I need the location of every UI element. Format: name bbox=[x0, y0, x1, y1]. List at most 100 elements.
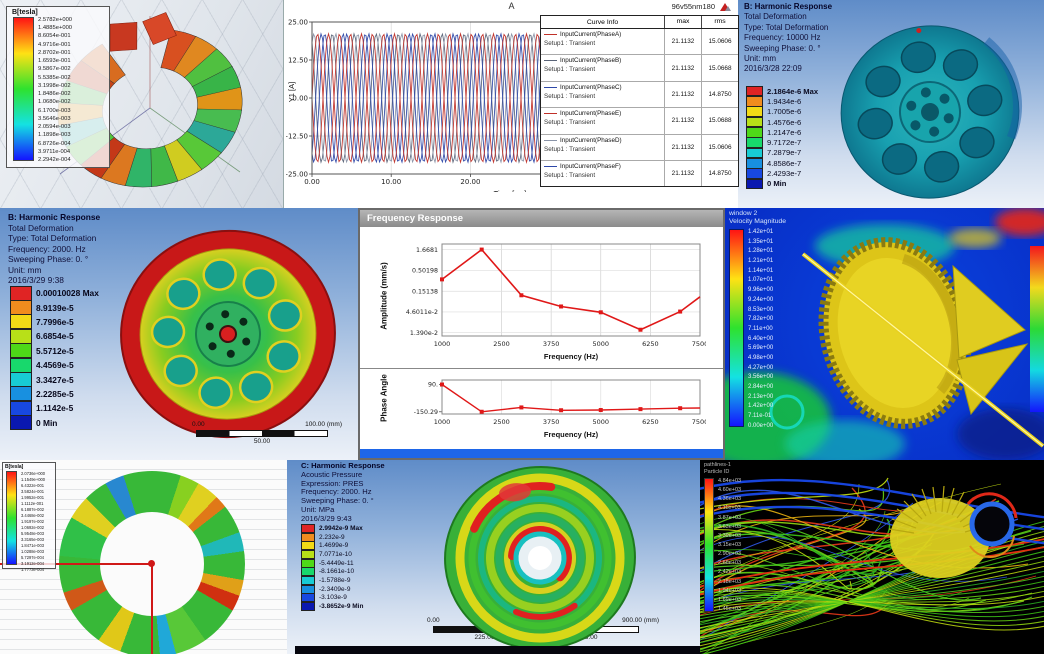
legend-value: 2.5782e+000 bbox=[38, 17, 73, 23]
x-axis-tick: 1000 bbox=[434, 340, 451, 348]
legend-value: 1.14e+01 bbox=[748, 267, 774, 274]
legend-title: window 2 bbox=[729, 210, 758, 217]
result-info-line: Type: Total Deformation bbox=[8, 233, 97, 243]
legend-color-chip bbox=[301, 558, 315, 568]
curve-setup: Setup1 : Transient bbox=[544, 40, 596, 47]
ruler-tick: 100.00 (mm) bbox=[305, 421, 342, 428]
legend-value: 2.13e+00 bbox=[748, 393, 774, 400]
ruler-tick: 225.00 bbox=[474, 634, 495, 641]
particle-id-legend: pathlines-1 Particle ID 4.84e+03 4.60e+03… bbox=[704, 462, 741, 612]
panel-pathlines: pathlines-1 Particle ID 4.84e+03 4.60e+03… bbox=[700, 460, 1044, 654]
y-axis-tick: 90. bbox=[428, 382, 438, 389]
legend-values: 2.0736e+000 1.1549e+000 6.4322e-001 3.5824e… bbox=[21, 471, 50, 573]
legend-value: 1.0680e-002 bbox=[38, 99, 71, 106]
legend-value: 9.5867e-002 bbox=[38, 66, 71, 73]
legend-value: 1.6593e-001 bbox=[38, 58, 71, 65]
ansoft-logo-icon bbox=[720, 3, 731, 11]
y-axis-tick: 0.15138 bbox=[412, 288, 438, 295]
legend-row: 7.0771e-10 bbox=[301, 549, 363, 559]
legend-subtitle: Velocity Magnitude bbox=[729, 218, 787, 225]
legend-value: 4.36e+03 bbox=[718, 496, 742, 503]
result-info-line: Acoustic Pressure bbox=[301, 469, 363, 479]
legend-value: 8.6054e-001 bbox=[38, 33, 71, 40]
legend-row: 2.232e-9 bbox=[301, 532, 363, 542]
curve-color-swatch bbox=[544, 113, 557, 115]
legend-value: 4.4569e-5 bbox=[36, 360, 74, 371]
frequency-response-window: Frequency Response Amplitude (mm/s) 1000… bbox=[358, 208, 725, 460]
amplitude-chart: 1000 2500 3750 5000 6250 7500 1.6681 0.50198 0.1… bbox=[406, 243, 706, 348]
legend-row: 2.1864e-6 Max bbox=[746, 85, 818, 97]
curve-setup: Setup1 : Transient bbox=[544, 66, 596, 74]
curve-info-row: InputCurrent(PhaseD) Setup1 : Transient 21… bbox=[541, 134, 738, 161]
legend-value: 3.9711e-004 bbox=[38, 148, 71, 155]
data-point bbox=[598, 408, 603, 413]
legend-color-chip bbox=[10, 400, 32, 416]
legend-row: 4.4569e-5 bbox=[10, 357, 99, 373]
curve-rms: 15.0688 bbox=[701, 108, 738, 134]
legend-values: 1.42e+01 1.35e+01 1.28e+01 1.21e+01 1.14e+01… bbox=[748, 229, 773, 429]
stator-tooth-red bbox=[142, 12, 177, 45]
legend-value: 5.69e+00 bbox=[748, 345, 774, 352]
result-info-line: Frequency: 2000. Hz bbox=[8, 243, 86, 254]
legend-color-chip bbox=[10, 386, 32, 402]
legend-color-chip bbox=[10, 300, 32, 316]
window-titlebar[interactable]: Frequency Response bbox=[360, 210, 723, 227]
result-title: B: Harmonic Response bbox=[8, 212, 101, 222]
curve-info-col: Curve Info bbox=[586, 18, 619, 26]
legend-value: 7.82e+00 bbox=[748, 316, 774, 323]
result-info-line: Sweeping Phase: 0. ° bbox=[301, 496, 374, 506]
plot-corner-label: 96v55nm180 bbox=[671, 2, 715, 11]
panel-harmonic-10000hz: B: Harmonic Response Total Deformation Typ… bbox=[738, 0, 1044, 208]
legend-row: 1.9434e-6 bbox=[746, 96, 818, 107]
data-point bbox=[638, 407, 643, 412]
deformation-legend: 2.1864e-6 Max 1.9434e-6 1.7005e-6 1.4576e-6… bbox=[746, 85, 818, 190]
x-axis-tick: 5000 bbox=[592, 418, 609, 426]
stator-tooth-red bbox=[109, 22, 138, 52]
legend-value: 1.69e+03 bbox=[718, 596, 742, 603]
data-point bbox=[519, 293, 524, 298]
legend-color-chip bbox=[301, 567, 315, 577]
legend-value: 4.27e+00 bbox=[748, 364, 774, 371]
result-title: C: Harmonic Response bbox=[301, 461, 385, 470]
y-axis-tick: 4.6011e-2 bbox=[406, 309, 438, 316]
ruler-tick: 50.00 bbox=[253, 438, 271, 445]
data-point bbox=[678, 309, 683, 314]
legend-value: 1.0288e-003 bbox=[21, 549, 45, 555]
legend-value: 3.63e+03 bbox=[718, 523, 742, 530]
curve-max: 21.1132 bbox=[664, 108, 701, 134]
curve-rms: 15.0668 bbox=[701, 55, 738, 81]
data-point bbox=[598, 310, 603, 315]
legend-value: 1.9197e-002 bbox=[21, 519, 45, 525]
result-info-line: Total Deformation bbox=[8, 222, 74, 233]
legend-value: 1.28e+01 bbox=[748, 248, 774, 255]
legend-value: 4.9716e-001 bbox=[38, 41, 71, 48]
frequency-axis-label: Frequency (Hz) bbox=[543, 430, 599, 439]
legend-value: 3.1998e-002 bbox=[38, 82, 71, 89]
wheel-deformation-visualization bbox=[840, 25, 1022, 199]
x-axis-tick: 1000 bbox=[434, 418, 451, 426]
x-axis-tick: 7500 bbox=[692, 340, 706, 348]
legend-row: -3.103e-9 bbox=[301, 593, 363, 603]
legend-color-chip bbox=[301, 593, 315, 603]
pathlines-visualization bbox=[700, 477, 1044, 654]
legend-color-chip bbox=[301, 523, 315, 533]
legend-value: 6.1700e-003 bbox=[38, 107, 71, 114]
colorbar bbox=[6, 471, 17, 565]
legend-value: 0.00e+00 bbox=[748, 422, 774, 429]
curve-color-swatch bbox=[544, 165, 557, 167]
legend-value: -1.5788e-9 bbox=[319, 576, 351, 584]
legend-values: 2.5782e+000 1.4885e+000 8.6054e-001 4.9716e… bbox=[38, 17, 72, 163]
legend-value: 2.2942e-004 bbox=[38, 156, 71, 163]
legend-value: 7.11e-01 bbox=[748, 413, 772, 420]
legend-color-chip bbox=[746, 147, 763, 159]
x-axis-tick: 0.00 bbox=[304, 178, 320, 186]
pressure-legend: 2.9942e-9 Max 2.232e-9 1.4699e-9 7.0771e-10… bbox=[301, 523, 363, 612]
legend-row: 7.7996e-5 bbox=[10, 314, 99, 330]
curve-info-row: InputCurrent(PhaseE) Setup1 : Transient 21… bbox=[541, 108, 738, 135]
frequency-axis-label: Frequency (Hz) bbox=[543, 352, 599, 361]
legend-color-chip bbox=[746, 85, 763, 97]
scale-ruler: 0.00 100.00 (mm) 50.00 bbox=[192, 421, 342, 445]
legend-value: 2.18e+03 bbox=[718, 578, 742, 585]
legend-value: 2.0594e-003 bbox=[38, 124, 71, 131]
colorbar bbox=[13, 17, 34, 161]
